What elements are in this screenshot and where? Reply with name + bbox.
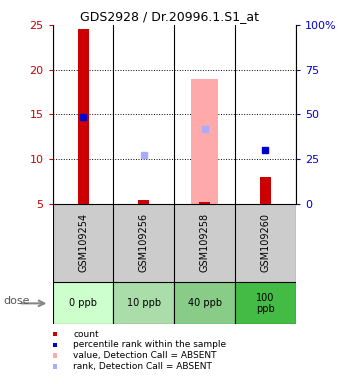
Text: 10 ppb: 10 ppb [127,298,161,308]
Bar [53,282,114,324]
Bar [78,30,88,204]
Text: GSM109258: GSM109258 [200,214,210,272]
Bar [191,78,218,204]
Text: value, Detection Call = ABSENT: value, Detection Call = ABSENT [73,351,217,360]
Text: GSM109256: GSM109256 [139,214,149,272]
Text: 100
ppb: 100 ppb [256,293,275,314]
Bar [138,200,149,204]
Text: 40 ppb: 40 ppb [188,298,222,308]
Text: dose: dose [3,296,30,306]
Text: percentile rank within the sample: percentile rank within the sample [73,340,226,349]
Text: GDS2928 / Dr.20996.1.S1_at: GDS2928 / Dr.20996.1.S1_at [81,10,259,23]
Text: 0 ppb: 0 ppb [69,298,97,308]
Bar [199,202,210,204]
Bar [260,177,271,204]
Text: count: count [73,329,99,339]
Bar [114,282,174,324]
Text: GSM109254: GSM109254 [78,214,88,272]
Bar [235,282,296,324]
Bar [174,282,235,324]
Text: rank, Detection Call = ABSENT: rank, Detection Call = ABSENT [73,362,212,371]
Text: GSM109260: GSM109260 [260,214,270,272]
